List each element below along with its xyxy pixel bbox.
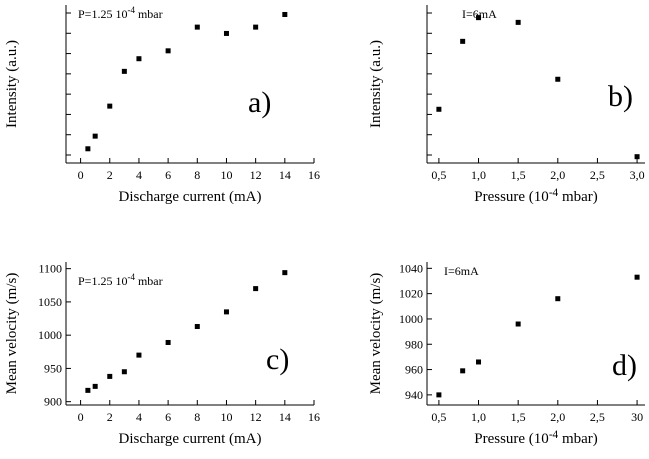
y-tick-label: 950 — [44, 361, 62, 375]
data-point — [85, 146, 91, 152]
data-point — [165, 48, 171, 54]
x-tick-label: 16 — [308, 168, 320, 182]
data-point — [92, 383, 98, 389]
x-tick-label: 2 — [107, 410, 113, 424]
x-tick-label: 16 — [308, 410, 320, 424]
data-point — [107, 103, 113, 109]
x-tick-label: 8 — [194, 410, 200, 424]
data-point — [223, 30, 229, 36]
x-axis-title: Pressure (10-4 mbar) — [474, 187, 598, 205]
x-tick-label: 10 — [220, 410, 232, 424]
x-tick-label: 2,0 — [550, 410, 565, 424]
data-point — [136, 56, 142, 62]
x-tick-label: 14 — [279, 168, 291, 182]
y-axis-title: Mean velocity (m/s) — [4, 273, 20, 395]
x-tick-label: 1,5 — [511, 168, 526, 182]
y-tick-label: 1100 — [38, 262, 62, 276]
x-tick-label: 3,0 — [630, 168, 645, 182]
x-tick-label: 1,0 — [471, 168, 486, 182]
x-tick-label: 8 — [194, 168, 200, 182]
data-point — [253, 286, 259, 292]
y-tick-label: 900 — [44, 395, 62, 409]
x-tick-label: 2 — [107, 168, 113, 182]
data-point — [107, 373, 113, 379]
panel-label: d) — [612, 349, 637, 382]
data-point — [194, 24, 200, 30]
data-point — [634, 154, 640, 160]
data-point — [165, 339, 171, 345]
data-point — [223, 309, 229, 315]
y-axis-title: Intensity (a.u.) — [368, 40, 384, 128]
data-point — [194, 324, 200, 330]
x-tick-label: 1,0 — [471, 410, 486, 424]
y-tick-label: 1020 — [399, 287, 423, 301]
y-tick-label: 1040 — [399, 261, 423, 275]
x-tick-label: 4 — [136, 410, 142, 424]
x-tick-label: 2,0 — [550, 168, 565, 182]
y-axis-title: Intensity (a.u.) — [4, 40, 20, 128]
x-tick-label: 0,5 — [431, 168, 446, 182]
y-tick-label: 1050 — [38, 295, 62, 309]
data-point — [555, 296, 561, 302]
data-point — [436, 106, 442, 112]
data-point — [136, 352, 142, 358]
x-tick-label: 6 — [165, 168, 171, 182]
x-tick-label: 12 — [250, 410, 262, 424]
data-point — [515, 321, 521, 327]
x-axis-title: Pressure (10-4 mbar) — [474, 429, 598, 447]
x-tick-label: 6 — [165, 410, 171, 424]
y-tick-label: 1000 — [38, 328, 62, 342]
condition-annotation: I=6mA — [444, 264, 479, 278]
data-point — [460, 38, 466, 44]
data-point — [282, 11, 288, 17]
y-tick-label: 960 — [405, 363, 423, 377]
panel-label: b) — [608, 80, 633, 113]
data-point — [282, 270, 288, 276]
panel-b: 0,5 1,0 1,5 2,0 2,5 3,0 Pressure (10-4 mbar) In… — [368, 5, 645, 205]
condition-annotation: I=6mA — [462, 7, 497, 21]
data-point — [85, 387, 91, 393]
x-tick-label: 2,5 — [590, 410, 605, 424]
x-tick-label: 1,5 — [511, 410, 526, 424]
x-tick-label: 4 — [136, 168, 142, 182]
data-point — [476, 15, 482, 21]
condition-annotation: P=1.25 10-4 mbar — [78, 272, 163, 288]
data-point — [121, 369, 127, 375]
x-tick-label: 14 — [279, 410, 291, 424]
y-tick-label: 980 — [405, 337, 423, 351]
x-tick-label: 30 — [631, 410, 643, 424]
panel-label: a) — [248, 86, 271, 119]
data-point — [476, 359, 482, 365]
condition-annotation: P=1.25 10-4 mbar — [78, 5, 163, 21]
data-point — [515, 19, 521, 25]
x-tick-label: 2,5 — [590, 168, 605, 182]
data-point — [634, 274, 640, 280]
x-tick-label: 0,5 — [431, 410, 446, 424]
data-point — [555, 76, 561, 82]
x-tick-label: 0 — [78, 410, 84, 424]
x-axis-title: Discharge current (mA) — [119, 431, 262, 447]
panel-c: 0 2 4 6 8 10 12 14 16 900 950 1000 1050 1100 Discharge… — [4, 262, 320, 447]
data-point — [436, 392, 442, 398]
panel-d: 0,5 1,0 1,5 2,0 2,5 30 940 960 980 1000 1020 1040 Pr… — [368, 261, 645, 447]
y-tick-label: 940 — [405, 388, 423, 402]
x-tick-label: 10 — [220, 168, 232, 182]
panel-label: c) — [266, 343, 289, 376]
data-point — [460, 368, 466, 374]
y-axis-title: Mean velocity (m/s) — [368, 273, 384, 395]
x-tick-label: 0 — [78, 168, 84, 182]
x-tick-label: 12 — [250, 168, 262, 182]
data-point — [121, 68, 127, 74]
data-point — [92, 133, 98, 139]
panel-a: 0 2 4 6 8 10 12 14 16 Discharge current (mA) Inten… — [4, 5, 320, 205]
y-tick-label: 1000 — [399, 312, 423, 326]
data-point — [253, 24, 259, 30]
x-axis-title: Discharge current (mA) — [119, 189, 262, 205]
